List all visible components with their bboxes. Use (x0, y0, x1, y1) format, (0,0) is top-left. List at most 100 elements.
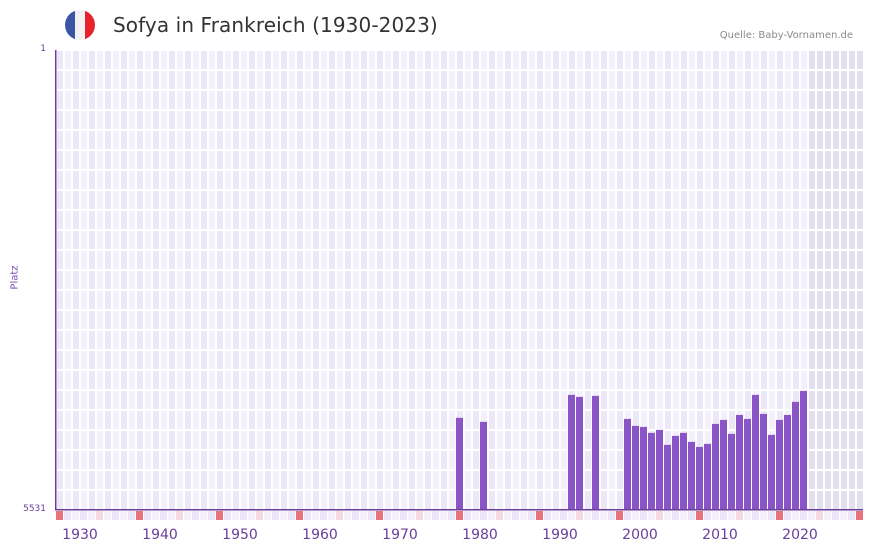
grid-cell (217, 71, 223, 89)
grid-cell (385, 331, 391, 349)
bar-2017 (760, 413, 767, 510)
year-marker (264, 511, 271, 520)
grid-cell (129, 71, 135, 89)
grid-cell (585, 251, 591, 269)
grid-cell (169, 451, 175, 469)
grid-cell (369, 71, 375, 89)
grid-cell (513, 491, 519, 509)
grid-cell (145, 51, 151, 69)
grid-cell (481, 331, 487, 349)
grid-cell (137, 71, 143, 89)
grid-cell (89, 171, 95, 189)
grid-cell (649, 191, 655, 209)
grid-cell (169, 331, 175, 349)
grid-cell (185, 391, 191, 409)
grid-cell (129, 231, 135, 249)
grid-cell (521, 211, 527, 229)
grid-cell (841, 191, 847, 209)
grid-cell (529, 391, 535, 409)
grid-cell (593, 231, 599, 249)
grid-cell (65, 171, 71, 189)
grid-cell (553, 431, 559, 449)
grid-cell (769, 51, 775, 69)
grid-cell (345, 211, 351, 229)
grid-cell (217, 131, 223, 149)
grid-cell (761, 231, 767, 249)
grid-cell (473, 151, 479, 169)
grid-cell (521, 331, 527, 349)
grid-cell (313, 51, 319, 69)
france-flag-icon (65, 10, 95, 40)
grid-cell (361, 91, 367, 109)
grid-cell (441, 271, 447, 289)
grid-cell (137, 291, 143, 309)
grid-cell (809, 291, 815, 309)
grid-cell (777, 191, 783, 209)
flag-blue-stripe (65, 10, 75, 40)
grid-cell (833, 351, 839, 369)
grid-cell (193, 191, 199, 209)
grid-cell (65, 131, 71, 149)
grid-cell (105, 431, 111, 449)
grid-cell (465, 291, 471, 309)
grid-cell (689, 311, 695, 329)
year-marker (624, 511, 631, 520)
grid-cell (817, 311, 823, 329)
grid-cell (617, 211, 623, 229)
grid-cell (465, 391, 471, 409)
grid-cell (441, 91, 447, 109)
grid-cell (121, 191, 127, 209)
grid-cell (321, 311, 327, 329)
grid-cell (225, 271, 231, 289)
x-axis-label: 1950 (222, 527, 258, 543)
grid-cell (697, 151, 703, 169)
grid-cell (57, 411, 63, 429)
grid-cell (641, 51, 647, 69)
grid-cell (449, 411, 455, 429)
grid-cell (449, 271, 455, 289)
grid-cell (529, 151, 535, 169)
grid-cell (121, 411, 127, 429)
grid-cell (433, 171, 439, 189)
year-marker (144, 511, 151, 520)
grid-cell (705, 331, 711, 349)
grid-cell (57, 311, 63, 329)
grid-cell (57, 91, 63, 109)
grid-cell (497, 171, 503, 189)
grid-cell (473, 51, 479, 69)
year-marker (824, 511, 831, 520)
grid-cell (377, 191, 383, 209)
grid-cell (785, 251, 791, 269)
grid-cell (417, 431, 423, 449)
grid-cell (457, 271, 463, 289)
grid-cell (289, 251, 295, 269)
grid-cell (593, 191, 599, 209)
grid-cell (609, 251, 615, 269)
grid-cell (705, 211, 711, 229)
grid-cell (449, 451, 455, 469)
grid-cell (553, 91, 559, 109)
grid-cell (657, 311, 663, 329)
grid-cell (153, 391, 159, 409)
grid-cell (761, 71, 767, 89)
grid-cell (497, 211, 503, 229)
grid-cell (593, 91, 599, 109)
year-marker (560, 511, 567, 520)
grid-cell (89, 251, 95, 269)
grid-cell (817, 171, 823, 189)
grid-cell (113, 91, 119, 109)
year-marker (96, 511, 103, 520)
grid-cell (689, 291, 695, 309)
grid-cell (625, 151, 631, 169)
grid-cell (545, 231, 551, 249)
grid-cell (281, 391, 287, 409)
grid-cell (729, 91, 735, 109)
grid-cell (313, 431, 319, 449)
grid-cell (369, 171, 375, 189)
grid-cell (521, 231, 527, 249)
grid-cell (249, 91, 255, 109)
grid-cell (329, 391, 335, 409)
grid-cell (225, 411, 231, 429)
grid-cell (705, 431, 711, 449)
grid-cell (313, 291, 319, 309)
